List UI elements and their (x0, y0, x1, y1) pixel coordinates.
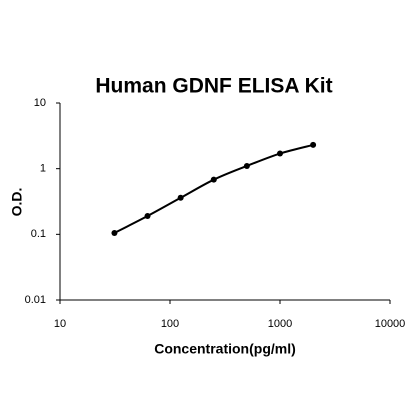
point (277, 150, 283, 157)
y-tick-label: 1 (40, 163, 46, 175)
y-axis-label: O.D. (9, 188, 25, 217)
x-tick-label: 10 (54, 318, 66, 330)
point (177, 194, 184, 201)
chart-title: Human GDNF ELISA Kit (95, 75, 332, 98)
y-tick-label: 0.01 (25, 294, 46, 306)
point (243, 162, 250, 169)
point (310, 141, 317, 148)
x-tick-label: 10000 (375, 318, 406, 330)
y-tick-label: 10 (34, 97, 46, 109)
curve (113, 143, 314, 234)
x-axis-label: Concentration(pg/ml) (154, 341, 296, 357)
point (210, 176, 217, 183)
point (144, 213, 151, 220)
point (111, 229, 118, 236)
x-tick-label: 100 (161, 318, 179, 330)
x-tick-label: 1000 (268, 318, 292, 330)
y-tick-label: 0.1 (31, 228, 46, 240)
